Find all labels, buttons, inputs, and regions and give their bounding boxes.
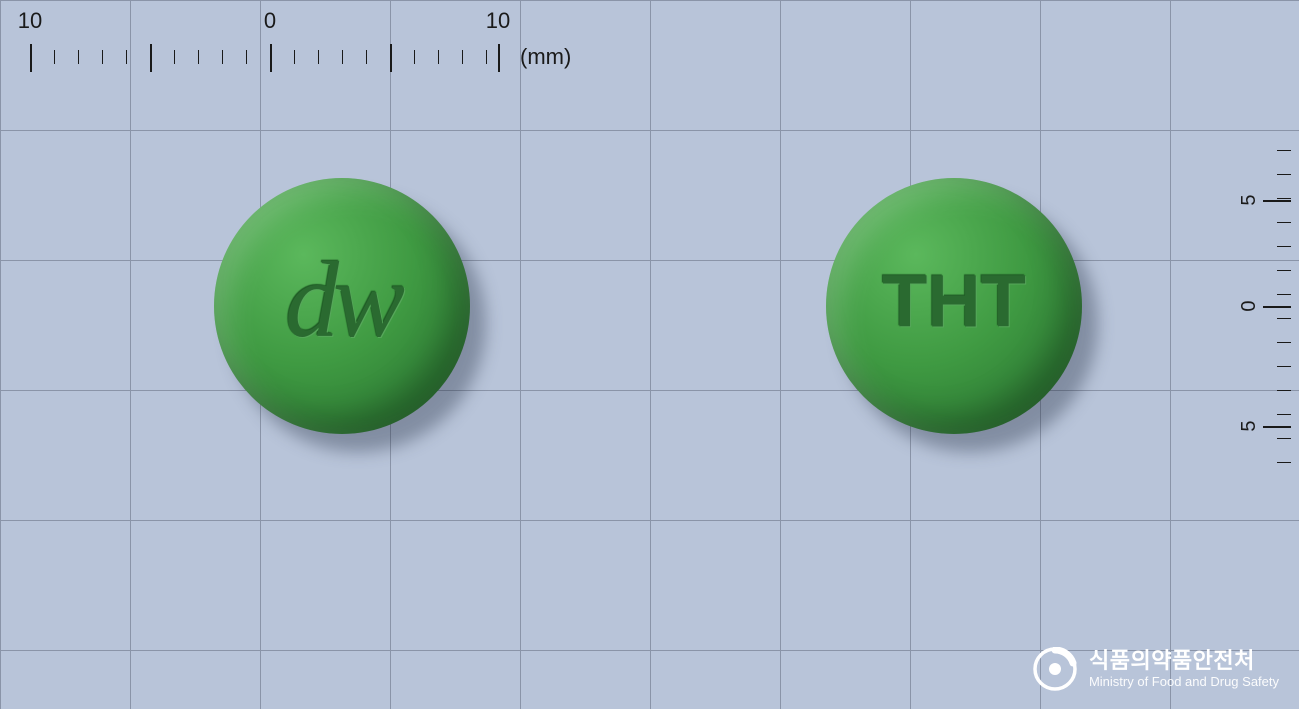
ruler-right-label: 0: [1238, 300, 1261, 311]
ruler-top-label: 10: [18, 8, 42, 34]
agency-name-en: Ministry of Food and Drug Safety: [1089, 674, 1279, 690]
ruler-right: 5 0 5: [1219, 0, 1299, 709]
ruler-top-label: 10: [486, 8, 510, 34]
agency-name-kr: 식품의약품안전처: [1089, 648, 1279, 674]
ruler-right-label: 5: [1238, 420, 1261, 431]
agency-attribution: 식품의약품안전처 Ministry of Food and Drug Safet…: [1033, 647, 1279, 691]
ruler-top-label: 0: [264, 8, 276, 34]
ruler-top-unit-label: (mm): [520, 44, 571, 70]
pill-back: THT: [826, 178, 1082, 434]
ruler-top: (mm) 10 0 10: [0, 0, 1299, 80]
agency-logo-icon: [1033, 647, 1077, 691]
ruler-right-label: 5: [1238, 194, 1261, 205]
pill-back-imprint: THT: [882, 258, 1026, 343]
pill-front-body: dw: [214, 178, 470, 434]
pill-front-imprint: dw: [285, 239, 399, 363]
background-grid: [0, 0, 1299, 709]
pill-back-body: THT: [826, 178, 1082, 434]
pill-front: dw: [214, 178, 470, 434]
